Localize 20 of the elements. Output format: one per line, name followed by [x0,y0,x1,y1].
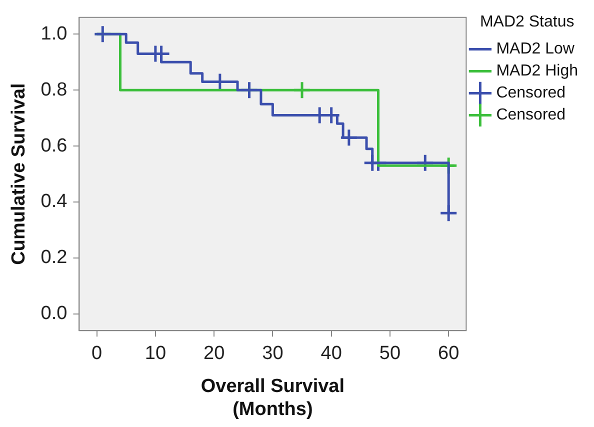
x-tick-label: 30 [262,343,284,364]
legend-label: MAD2 Low [496,40,575,58]
y-tick-label: 0.6 [40,135,68,156]
legend-label: Censored [496,84,566,102]
y-axis-title: Cumulative Survival [8,83,30,265]
x-axis-title: Overall Survival (Months) [200,376,345,420]
y-tick-label: 0.2 [40,247,68,268]
legend-title: MAD2 Status [480,13,574,30]
legend-label: Censored [496,106,566,124]
x-tick-label: 10 [144,343,166,364]
x-tick-label: 40 [320,343,342,364]
y-tick-label: 1.0 [40,23,68,44]
x-tick-label: 60 [438,343,460,364]
y-tick-label: 0.4 [40,191,68,212]
x-tick-label: 0 [92,343,102,364]
x-tick-label: 50 [379,343,401,364]
y-tick-label: 0.0 [40,303,68,324]
y-tick-label: 0.8 [40,79,68,100]
legend-label: MAD2 High [496,62,578,80]
x-tick-label: 20 [204,343,225,364]
